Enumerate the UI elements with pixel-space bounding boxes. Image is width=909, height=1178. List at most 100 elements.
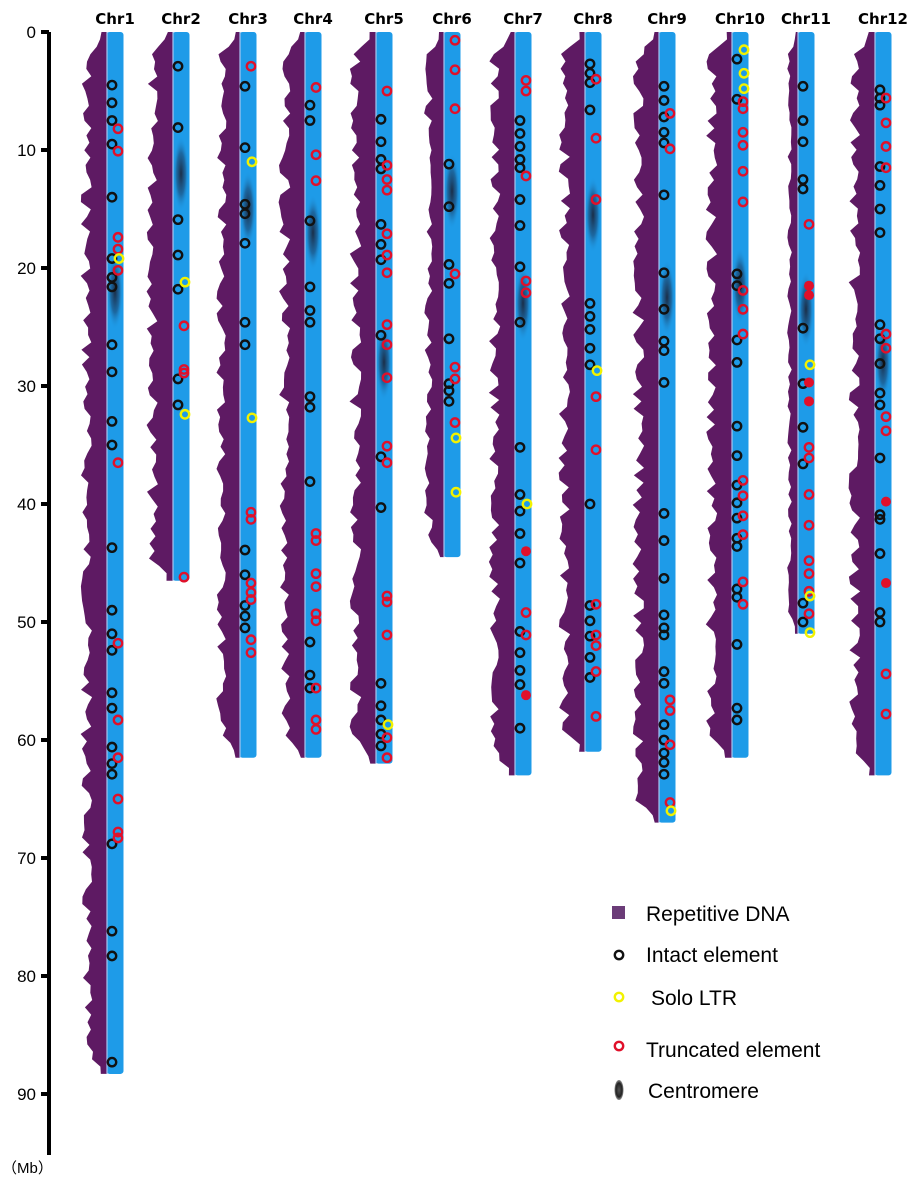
- intact-element-marker: [731, 268, 743, 280]
- intact-element-marker: [874, 387, 886, 399]
- intact-element-marker: [514, 115, 526, 126]
- intact-element-marker: [106, 702, 118, 714]
- intact-element-marker: [239, 237, 251, 249]
- intact-element-marker: [443, 259, 455, 270]
- intact-element-marker: [106, 1056, 118, 1068]
- intact-element-marker: [514, 647, 526, 659]
- intact-element-marker: [106, 604, 118, 616]
- axis-tick-label: 60: [17, 731, 36, 750]
- truncated-element-marker: [449, 268, 461, 280]
- truncated-element-marker: [381, 732, 393, 744]
- truncated-element-marker: [737, 126, 749, 138]
- truncated-element-marker: [737, 139, 749, 151]
- intact-element-marker: [514, 664, 526, 676]
- truncated-element-marker: [178, 367, 190, 379]
- truncated-element-marker: [880, 342, 892, 354]
- intact-element-marker: [106, 644, 118, 656]
- intact-element-marker: [658, 719, 670, 731]
- intact-element-marker: [658, 677, 670, 689]
- intact-element-marker: [584, 630, 596, 642]
- truncated-element-marker: [880, 425, 892, 437]
- truncated-element-marker: [112, 826, 124, 838]
- chromosome-chr2: Chr2: [146, 10, 201, 583]
- intact-element-marker: [874, 548, 886, 559]
- truncated-element-cluster-marker: [804, 377, 814, 388]
- intact-element-marker: [239, 316, 251, 328]
- truncated-element-marker: [664, 694, 676, 706]
- intact-element-marker: [584, 615, 596, 627]
- truncated-element-marker: [590, 711, 602, 722]
- intact-element-marker: [658, 768, 670, 780]
- chromosome-bar: [106, 32, 124, 1074]
- repetitive-dna-profile: [558, 32, 585, 752]
- truncated-element-marker: [737, 598, 749, 610]
- truncated-element-marker: [664, 739, 676, 751]
- solo-ltr-marker: [738, 44, 750, 56]
- intact-element-marker: [797, 458, 809, 470]
- intact-element-marker: [172, 60, 184, 72]
- repetitive-dna-profile: [488, 32, 515, 776]
- truncated-element-marker: [664, 143, 676, 155]
- mb-axis: 0 10 20 30 40 50 60 70 80 90: [17, 23, 51, 1155]
- truncated-element-marker: [178, 364, 190, 375]
- legend: Repetitive DNA Intact element Solo LTR T…: [612, 903, 820, 1103]
- intact-element-marker: [106, 415, 118, 427]
- truncated-element-marker: [737, 576, 749, 588]
- truncated-element-marker: [880, 411, 892, 423]
- intact-element-marker: [797, 597, 809, 609]
- truncated-element-marker: [381, 228, 393, 240]
- intact-element-marker: [304, 99, 316, 111]
- intact-element-marker: [239, 544, 251, 556]
- truncated-element-marker: [310, 568, 322, 580]
- intact-element-marker: [172, 373, 184, 385]
- intact-element-marker: [443, 395, 455, 407]
- intact-element-marker: [106, 366, 118, 378]
- intact-element-marker: [584, 672, 596, 683]
- intact-element-marker: [874, 452, 886, 464]
- intact-element-marker: [658, 572, 670, 584]
- solo-ltr-marker: [591, 365, 603, 377]
- repetitive-dna-profile: [632, 32, 659, 823]
- intact-element-marker: [514, 679, 526, 690]
- centromere: [305, 194, 321, 271]
- intact-element-marker: [239, 208, 251, 220]
- truncated-element-marker: [803, 585, 815, 597]
- intact-element-marker: [874, 161, 886, 172]
- solo-ltr-marker: [113, 253, 125, 264]
- repetitive-dna-profile: [146, 32, 173, 581]
- truncated-element-marker: [245, 647, 257, 659]
- truncated-element-marker: [245, 60, 257, 72]
- truncated-element-marker: [381, 457, 393, 469]
- intact-element-marker: [375, 113, 387, 125]
- intact-element-marker: [584, 310, 596, 322]
- intact-element-marker: [443, 333, 455, 345]
- truncated-element-cluster-marker: [521, 690, 531, 701]
- intact-element-marker: [797, 322, 809, 334]
- truncated-element-marker: [381, 339, 393, 351]
- truncated-element-cluster-marker: [804, 280, 814, 291]
- intact-element-marker: [797, 183, 809, 195]
- truncated-element-marker: [520, 607, 532, 618]
- intact-element-marker: [106, 542, 118, 554]
- intact-element-marker: [514, 261, 526, 273]
- intact-element-marker: [375, 700, 387, 712]
- intact-element-marker: [443, 158, 455, 170]
- intact-element-marker: [375, 238, 387, 250]
- chromosome-label: Chr12: [858, 10, 908, 28]
- intact-element-marker: [375, 136, 387, 148]
- legend-centromere-label: Centromere: [648, 1080, 759, 1103]
- truncated-element-marker: [381, 440, 393, 452]
- truncated-element-marker: [803, 555, 815, 567]
- truncated-element-marker: [449, 373, 461, 385]
- intact-element-marker: [658, 666, 670, 677]
- chromosome-label: Chr10: [715, 10, 765, 28]
- truncated-element-marker: [590, 640, 602, 651]
- truncated-element-marker: [590, 194, 602, 205]
- truncated-element-marker: [803, 218, 815, 230]
- chromosome-chr11: Chr11: [781, 10, 831, 639]
- truncated-element-cluster-marker: [521, 546, 531, 557]
- intact-element-marker: [658, 189, 670, 201]
- intact-element-marker: [239, 610, 251, 622]
- intact-element-marker: [874, 99, 886, 111]
- truncated-element-marker: [880, 117, 892, 129]
